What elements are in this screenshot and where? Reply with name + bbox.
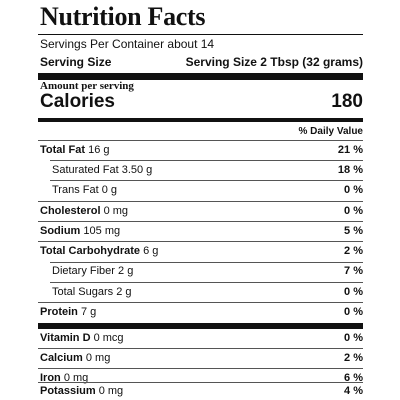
nutrient-amount: 2 g <box>116 285 132 298</box>
nutrient-row-calcium: Calcium 0 mg 2 % <box>38 349 363 368</box>
serving-size-label: Serving Size <box>40 55 112 69</box>
nutrient-name: Calcium <box>40 352 83 365</box>
nutrient-amount: 16 g <box>88 143 110 156</box>
nutrient-amount: 105 mg <box>83 224 121 237</box>
thick-rule-top <box>38 73 363 80</box>
nutrition-facts-label: Nutrition Facts Servings Per Container a… <box>38 0 363 400</box>
nutrient-name: Dietary Fiber <box>52 265 115 278</box>
nutrient-row-total-carbohydrate: Total Carbohydrate 6 g 2 % <box>38 242 363 261</box>
nutrient-dv: 0 % <box>344 184 363 197</box>
row-divider <box>50 281 363 283</box>
row-divider <box>38 368 363 370</box>
nutrient-dv: 0 % <box>344 285 363 298</box>
nutrient-row-saturated-fat: Saturated Fat 3.50 g 18 % <box>38 161 363 180</box>
nutrient-amount: 2 g <box>118 265 134 278</box>
row-divider <box>38 302 363 304</box>
calories-value: 180 <box>331 91 363 112</box>
title-rule <box>38 34 363 35</box>
label-title: Nutrition Facts <box>40 2 206 31</box>
nutrient-row-cholesterol: Cholesterol 0 mg 0 % <box>38 202 363 221</box>
row-divider <box>50 261 363 263</box>
nutrient-amount: 7 g <box>80 305 97 318</box>
nutrient-name: Cholesterol <box>40 204 101 217</box>
nutrient-amount: 0 g <box>101 184 118 197</box>
nutrient-amount: 3.50 g <box>121 164 153 177</box>
calories-label: Calories <box>40 91 115 112</box>
nutrient-row-iron: Iron 0 mg 6 % <box>38 369 363 388</box>
serving-size-row: Serving Size Serving Size 2 Tbsp (32 gra… <box>40 55 363 69</box>
nutrient-dv: 18 % <box>337 164 363 177</box>
nutrient-dv: 2 % <box>344 352 363 365</box>
row-divider <box>38 382 363 383</box>
nutrient-row-trans-fat: Trans Fat 0 g 0 % <box>38 181 363 200</box>
nutrient-row-protein: Protein 7 g 0 % <box>38 303 363 322</box>
row-divider <box>50 180 363 182</box>
serving-size-value: Serving Size 2 Tbsp (32 grams) <box>185 55 363 69</box>
nutrient-dv: 7 % <box>344 265 363 278</box>
nutrient-amount: 6 g <box>143 245 159 258</box>
nutrient-row-vitamin-d: Vitamin D 0 mcg 0 % <box>38 329 363 348</box>
calories-row: Calories 180 <box>40 91 363 113</box>
nutrient-dv: 2 % <box>344 245 363 258</box>
nutrient-name: Iron <box>40 372 61 385</box>
nutrient-row-total-sugars: Total Sugars 2 g 0 % <box>38 283 363 302</box>
thick-rule-bottom <box>38 323 363 330</box>
row-divider <box>38 348 363 350</box>
nutrient-name: Potassium <box>40 385 96 397</box>
nutrient-amount: 0 mg <box>98 385 124 397</box>
row-divider <box>38 200 363 202</box>
nutrient-dv: 4 % <box>344 385 363 397</box>
row-divider <box>38 221 363 222</box>
nutrient-dv: 0 % <box>344 331 363 344</box>
nutrient-dv: 21 % <box>337 143 363 156</box>
nutrient-name: Vitamin D <box>40 331 91 344</box>
nutrient-name: Trans Fat <box>52 184 99 197</box>
nutrient-name: Protein <box>40 305 78 318</box>
row-divider <box>38 139 363 141</box>
nutrient-dv: 0 % <box>344 305 363 318</box>
nutrient-amount: 0 mg <box>85 352 111 365</box>
amount-per-serving: Amount per serving <box>40 80 134 92</box>
nutrient-name: Total Fat <box>40 143 86 156</box>
nutrient-name: Sodium <box>40 224 81 237</box>
nutrient-row-sodium: Sodium 105 mg 5 % <box>38 222 363 241</box>
nutrient-row-potassium: Potassium 0 mg 4 % <box>38 382 363 400</box>
nutrient-dv: 5 % <box>344 224 363 237</box>
row-divider <box>38 241 363 243</box>
nutrient-name: Saturated Fat <box>52 164 119 177</box>
nutrient-row-total-fat: Total Fat 16 g 21 % <box>38 141 363 160</box>
nutrient-dv: 0 % <box>344 204 363 217</box>
nutrient-amount: 0 mcg <box>93 331 124 344</box>
nutrient-amount: 0 mg <box>63 372 89 385</box>
daily-value-header: % Daily Value <box>298 126 363 137</box>
row-divider <box>50 160 363 162</box>
nutrient-name: Total Carbohydrate <box>40 245 141 258</box>
nutrient-row-dietary-fiber: Dietary Fiber 2 g 7 % <box>38 262 363 281</box>
nutrient-amount: 0 mg <box>103 204 129 217</box>
nutrient-name: Total Sugars <box>52 285 114 298</box>
servings-per-container: Servings Per Container about 14 <box>40 37 215 51</box>
nutrient-dv: 6 % <box>344 372 363 385</box>
medium-rule <box>38 118 363 122</box>
